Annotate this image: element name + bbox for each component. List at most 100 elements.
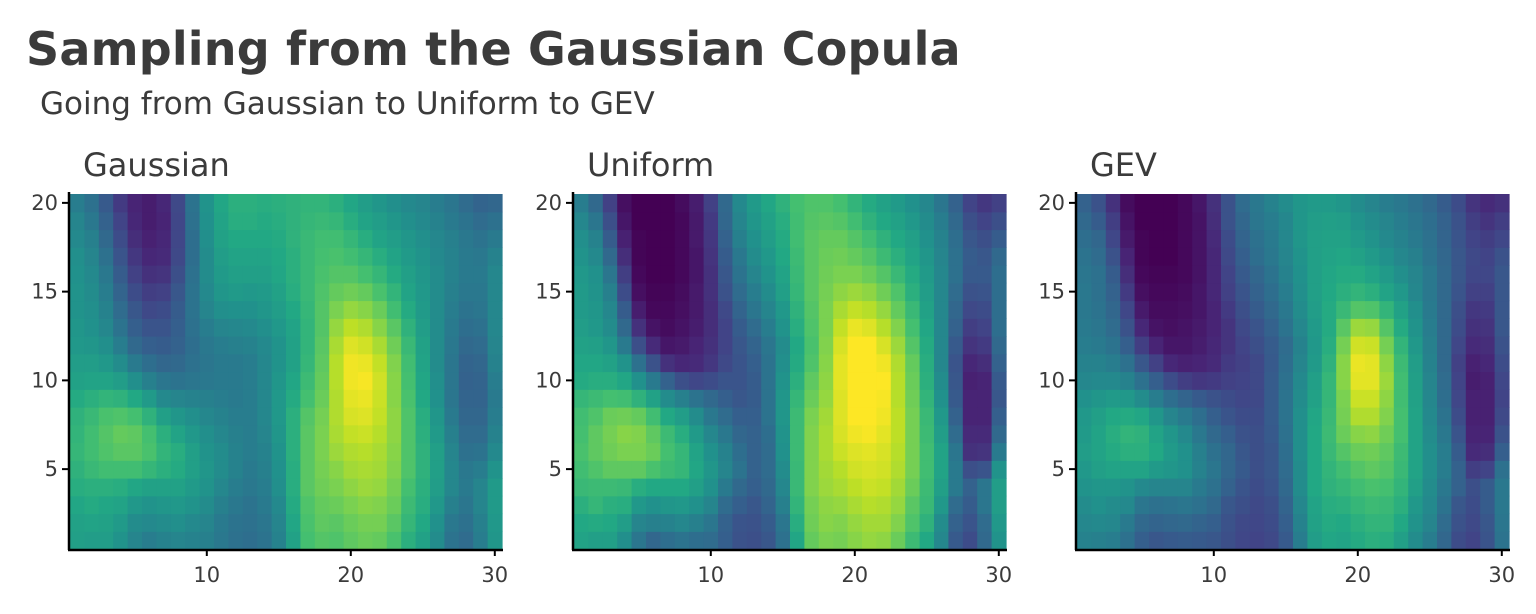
heatmap-cell [228,513,244,532]
heatmap-cell [934,513,949,532]
heatmap-cell [98,442,114,461]
heatmap-cell [1249,318,1265,337]
heatmap-cell [833,300,849,319]
heatmap-cell [1365,247,1380,266]
heatmap-cell [487,353,503,373]
heatmap-cell [1264,495,1280,515]
heatmap-cell [617,194,633,213]
heatmap-cell [890,531,906,550]
heatmap-cell [170,194,186,213]
heatmap-cell [1177,495,1193,515]
heatmap-cell [761,211,777,231]
heatmap-cell [890,513,906,532]
heatmap-cell [199,194,215,213]
heatmap-cell [156,247,172,266]
heatmap-cell [847,336,863,355]
heatmap-cell [98,407,114,426]
heatmap-cell [1177,194,1193,213]
heatmap-cell [1350,371,1366,390]
heatmap-cell [430,282,445,302]
heatmap-cell [862,318,877,337]
heatmap-cell [876,407,892,426]
heatmap-cell [271,247,287,266]
heatmap-cell [1307,318,1323,337]
heatmap-cell [761,318,777,337]
heatmap-cell [444,247,460,266]
heatmap-cell [444,211,460,231]
heatmap-cell [372,211,388,231]
heatmap-cell [170,318,186,337]
heatmap-cell [1336,389,1352,408]
heatmap-cell [70,424,85,444]
heatmap-cell [1293,265,1308,284]
heatmap-cell [1235,513,1251,532]
heatmap-cell [271,336,287,355]
heatmap-cell [1451,460,1467,479]
heatmap-cell [1264,229,1280,248]
heatmap-cell [804,300,820,319]
heatmap-cell [1321,265,1337,284]
heatmap-cell [602,247,618,266]
heatmap-cell [98,247,114,266]
heatmap-cell [1451,194,1467,213]
heatmap-cell [703,371,719,390]
heatmap-cell [98,265,114,284]
heatmap-cell [818,531,834,550]
heatmap-cell [991,318,1007,337]
heatmap-cell [386,478,402,497]
heatmap-cell [214,371,229,390]
heatmap-cell [343,460,359,479]
heatmap-cell [1221,371,1236,390]
heatmap-cell [833,389,849,408]
heatmap-cell [430,211,445,231]
heatmap-cell [286,211,301,231]
heatmap-cell [775,353,791,373]
heatmap-cell [127,194,143,213]
heatmap-cell [156,442,172,461]
heatmap-cell [718,460,733,479]
heatmap-cell [948,513,964,532]
heatmap-cell [142,407,157,426]
heatmap-cell [329,389,345,408]
heatmap-cell [617,407,633,426]
heatmap-cell [1177,389,1193,408]
heatmap-cell [1249,194,1265,213]
heatmap-cell [127,247,143,266]
heatmap-cell [732,478,748,497]
heatmap-cell [761,371,777,390]
heatmap-cell [1221,353,1236,373]
heatmap-cell [602,442,618,461]
heatmap-cell [156,300,172,319]
heatmap-cell [1221,442,1236,461]
heatmap-cell [1408,211,1424,231]
heatmap-cell [242,389,258,408]
heatmap-cell [286,247,301,266]
heatmap-cell [300,513,316,532]
heatmap-cell [127,211,143,231]
heatmap-cell [588,211,604,231]
heatmap-cell [113,336,129,355]
heatmap-cell [1321,531,1337,550]
heatmap-cell [473,442,489,461]
heatmap-cell [386,318,402,337]
heatmap-cell [1465,247,1481,266]
heatmap-cell [401,407,417,426]
heatmap-cell [185,424,201,444]
heatmap-cell [1249,229,1265,248]
heatmap-cell [372,265,388,284]
heatmap-cell [1091,211,1107,231]
heatmap-cell [300,336,316,355]
heatmap-cell [948,353,964,373]
heatmap-cell [185,460,201,479]
heatmap-cell [1451,300,1467,319]
heatmap-cell [487,318,503,337]
heatmap-cell [1278,389,1294,408]
heatmap-cell [458,478,474,497]
heatmap-cell [401,229,417,248]
heatmap-cell [1120,318,1136,337]
heatmap-cell [242,407,258,426]
heatmap-cell [646,336,661,355]
x-tick-label: 10 [193,563,220,587]
heatmap-cell [890,318,906,337]
heatmap-cell [401,424,417,444]
